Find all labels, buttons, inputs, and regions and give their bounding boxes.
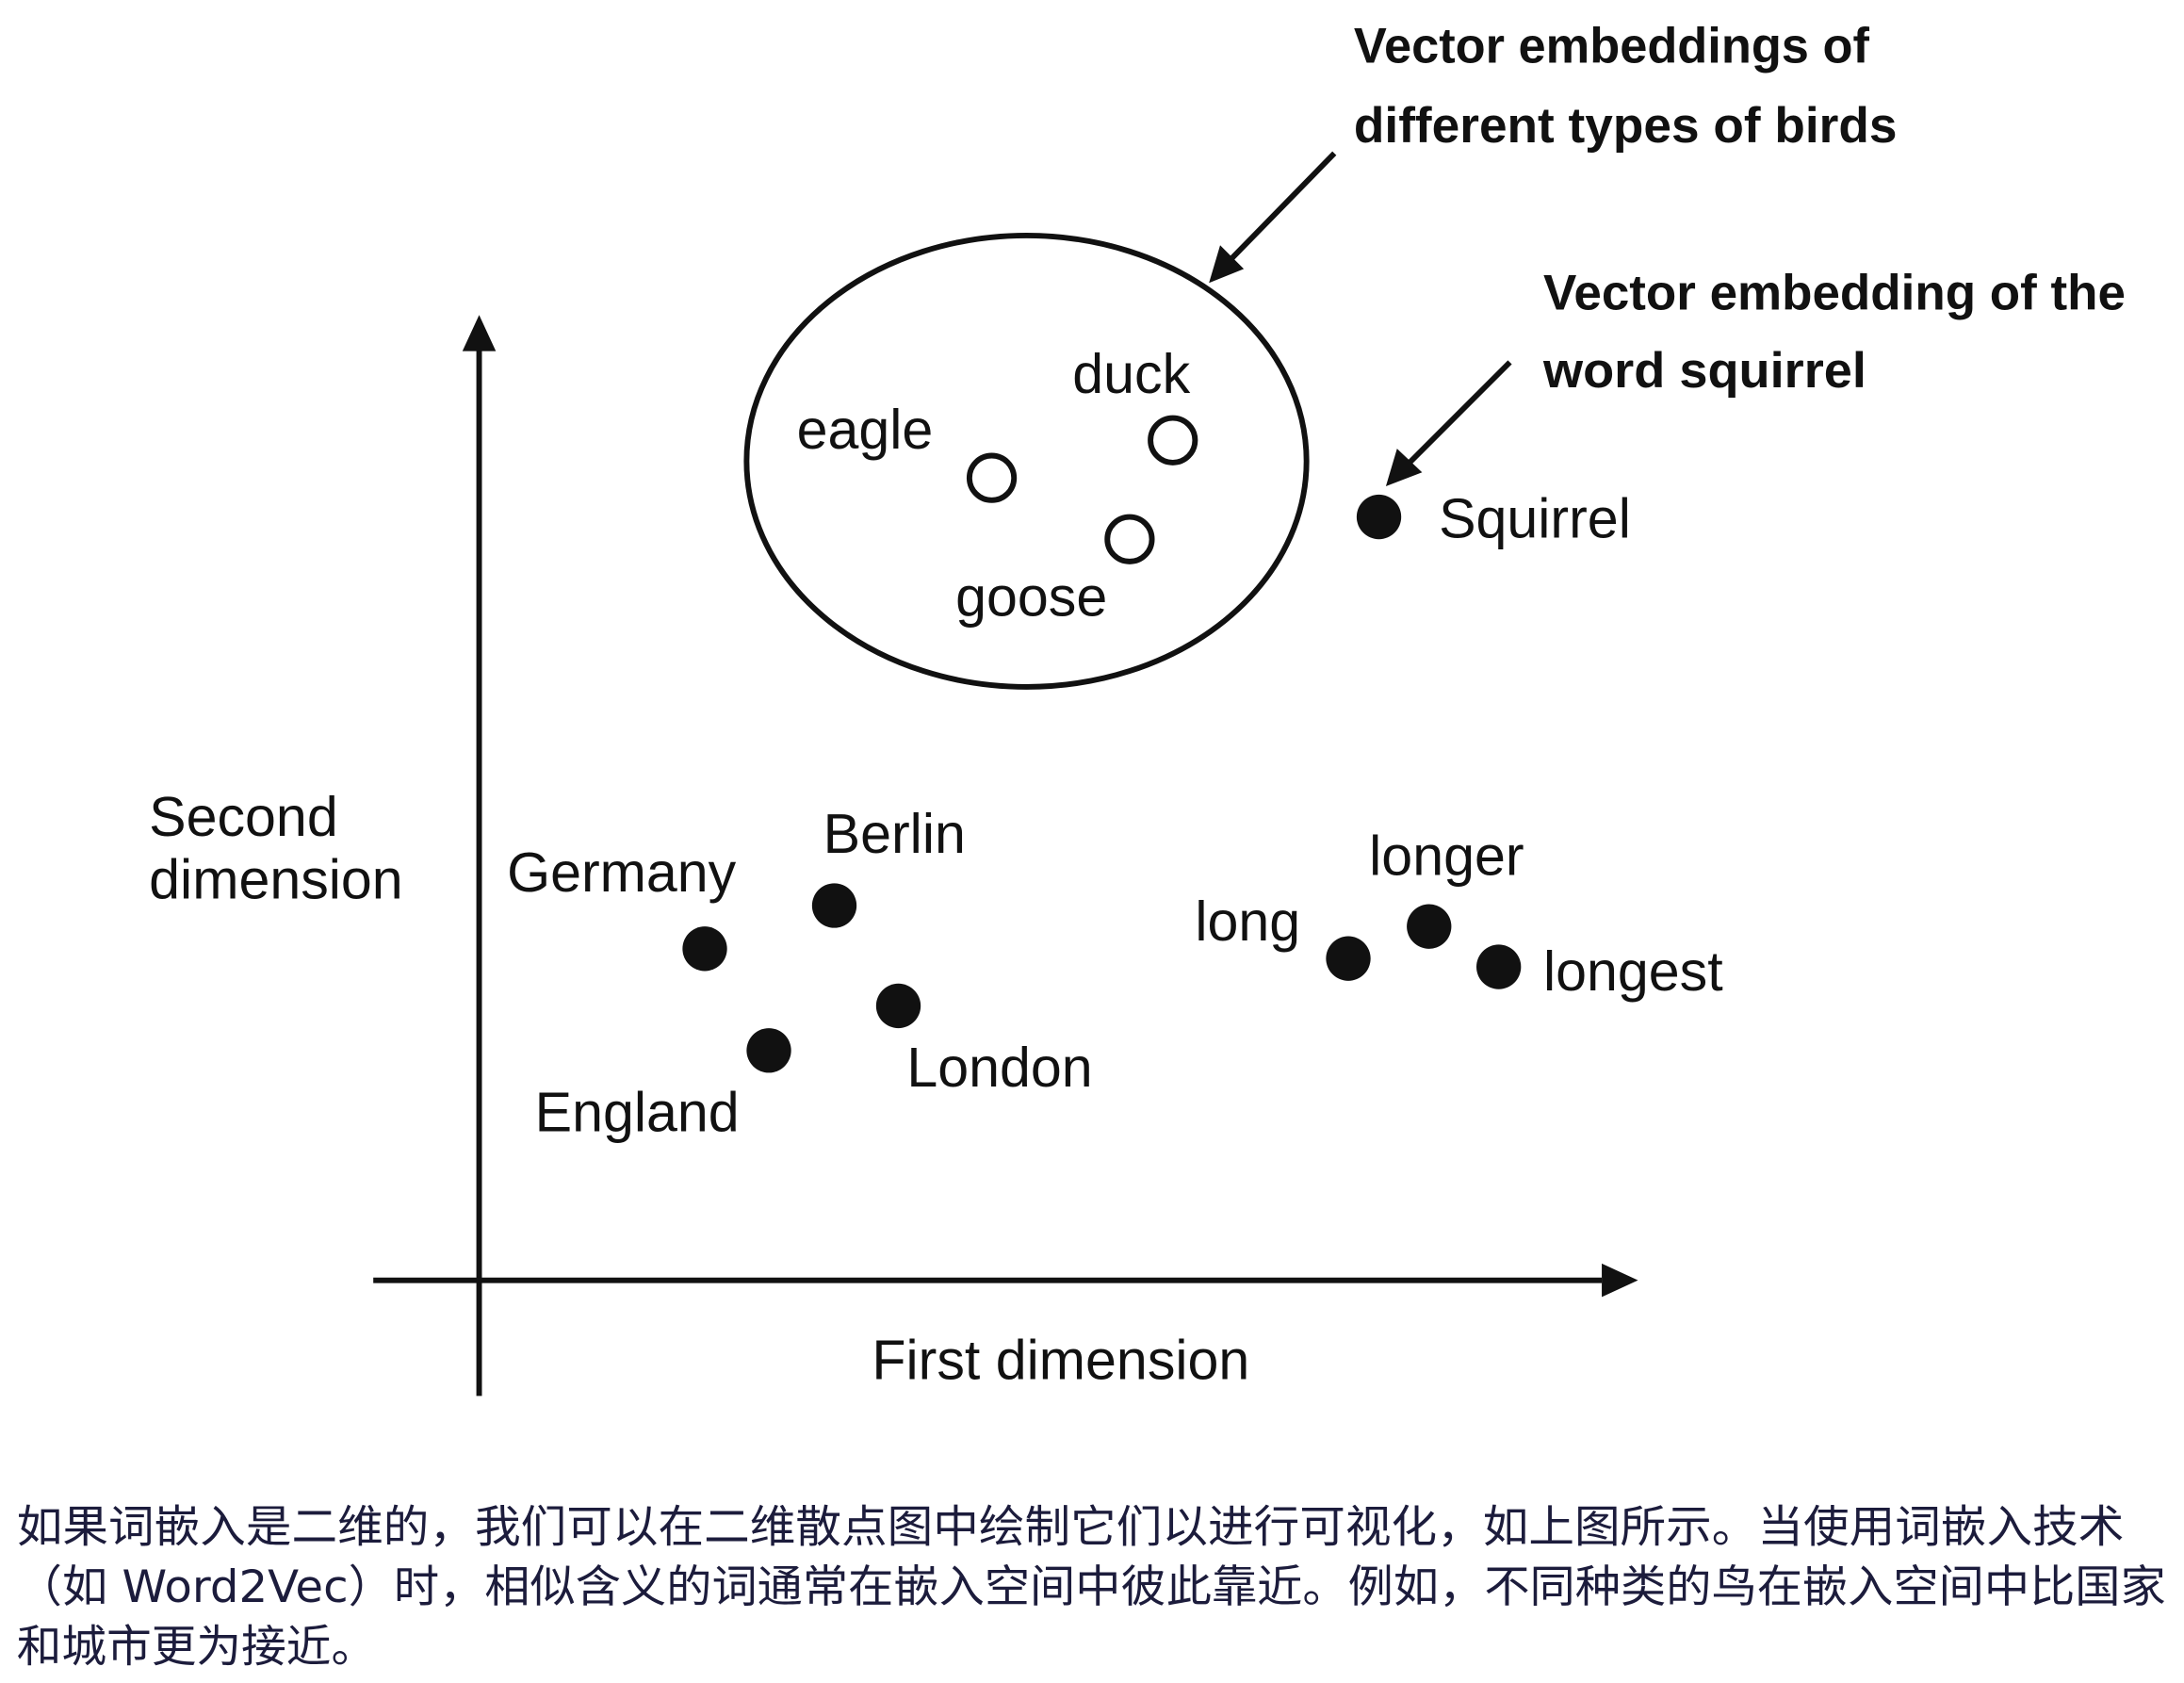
point-longer <box>1407 904 1452 949</box>
annotation-birds-line2: different types of birds <box>1354 98 1898 154</box>
label-berlin: Berlin <box>823 802 966 865</box>
annotation-birds-line1: Vector embeddings of <box>1354 19 1869 74</box>
annotation-squirrel-arrowhead-icon <box>1385 449 1423 487</box>
x-axis-arrowhead-icon <box>1602 1263 1638 1298</box>
point-london <box>875 983 921 1029</box>
birds-cluster-ellipse <box>743 232 1310 690</box>
annotation-squirrel-line1: Vector embedding of the <box>1543 265 2126 320</box>
annotation-birds-arrowhead-icon <box>1209 245 1245 284</box>
y-axis-label-line1: Second <box>149 785 338 848</box>
annotation-squirrel-arrow-icon <box>1394 360 1512 478</box>
point-eagle <box>966 452 1018 503</box>
label-england: England <box>535 1080 740 1143</box>
point-berlin <box>811 883 857 928</box>
point-long <box>1326 936 1371 981</box>
label-long: long <box>1195 890 1300 953</box>
label-eagle: eagle <box>797 398 934 461</box>
point-longest <box>1476 944 1522 989</box>
y-axis-label-line2: dimension <box>149 848 403 911</box>
x-axis-label: First dimension <box>872 1329 1249 1392</box>
label-longer: longer <box>1369 824 1524 887</box>
point-squirrel <box>1356 494 1402 540</box>
label-germany: Germany <box>507 841 737 904</box>
caption-line2: （如 Word2Vec）时，相似含义的词通常在嵌入空间中彼此靠近。例如，不同种类… <box>17 1561 2166 1613</box>
y-axis-arrowhead-icon <box>462 315 497 351</box>
label-london: London <box>906 1036 1092 1099</box>
point-goose <box>1104 514 1155 564</box>
label-longest: longest <box>1543 940 1723 1003</box>
label-squirrel: Squirrel <box>1439 487 1631 550</box>
label-goose: goose <box>955 565 1107 629</box>
caption-line1: 如果词嵌入是二维的，我们可以在二维散点图中绘制它们以进行可视化，如上图所示。当使… <box>17 1502 2125 1554</box>
point-duck <box>1148 415 1198 466</box>
annotation-squirrel-line2: word squirrel <box>1542 343 1866 399</box>
caption-line3: 和城市更为接近。 <box>17 1622 376 1674</box>
label-duck: duck <box>1072 342 1190 405</box>
point-england <box>746 1028 791 1073</box>
annotation-birds-arrow-icon <box>1214 151 1337 275</box>
point-germany <box>682 926 727 972</box>
